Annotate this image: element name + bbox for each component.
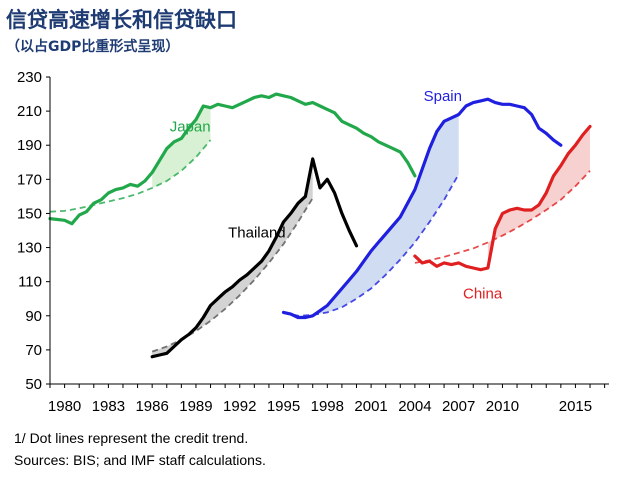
gap-fills [152, 106, 590, 357]
chart-title: 信贷高速增长和信贷缺口 [6, 8, 237, 32]
y-tick-label: 150 [17, 205, 42, 222]
x-tick-label: 1992 [223, 398, 256, 415]
x-tick-label: 1983 [92, 398, 125, 415]
x-tick-label: 1995 [267, 398, 300, 415]
gap-fill-thailand [152, 158, 313, 357]
series-line-thailand [150, 157, 359, 359]
y-tick-label: 70 [25, 342, 42, 359]
x-tick-label: 1980 [48, 398, 81, 415]
trend-lines [49, 139, 591, 353]
series-line-china [413, 124, 592, 272]
x-tick-label: 2001 [354, 398, 387, 415]
series-label-spain: Spain [424, 88, 462, 105]
y-tick-label: 190 [17, 137, 42, 154]
x-tick-label: 1998 [311, 398, 344, 415]
y-tick-label: 170 [17, 171, 42, 188]
gap-fill-japan [152, 106, 211, 188]
x-tick-label: 2004 [398, 398, 431, 415]
y-tick-label: 210 [17, 103, 42, 120]
y-tick-label: 50 [25, 376, 42, 393]
series-line-japan [48, 92, 417, 226]
series-line-spain [281, 97, 563, 320]
gap-fill-spain [283, 114, 459, 318]
series-label-thailand: Thailand [228, 224, 286, 241]
footnote-trend: 1/ Dot lines represent the credit trend. [14, 430, 249, 446]
series-label-china: China [463, 286, 503, 303]
x-tick-label: 2010 [486, 398, 519, 415]
y-tick-label: 90 [25, 308, 42, 325]
trend-line-thailand [151, 197, 314, 353]
y-tick-label: 130 [17, 240, 42, 257]
series-lines [48, 92, 592, 359]
y-tick-label: 110 [18, 274, 42, 291]
x-tick-label: 1986 [135, 398, 168, 415]
x-tick-label: 2007 [442, 398, 475, 415]
y-tick-label: 230 [17, 69, 42, 86]
series-label-japan: Japan [170, 119, 211, 136]
series-labels: Japan Thailand Spain China [170, 88, 503, 303]
trend-line-japan [49, 139, 212, 213]
x-tick-label: 2015 [559, 398, 592, 415]
chart-subtitle: （以占GDP比重形式呈现） [6, 39, 180, 55]
trend-line-china [414, 170, 591, 264]
x-tick-label: 1989 [179, 398, 212, 415]
axes: 50 70 90 110 130 150 170 190 210 230 1980 1983 1986 1… [17, 69, 609, 415]
footnote-sources: Sources: BIS; and IMF staff calculations… [14, 452, 266, 468]
trend-line-spain [283, 173, 460, 317]
